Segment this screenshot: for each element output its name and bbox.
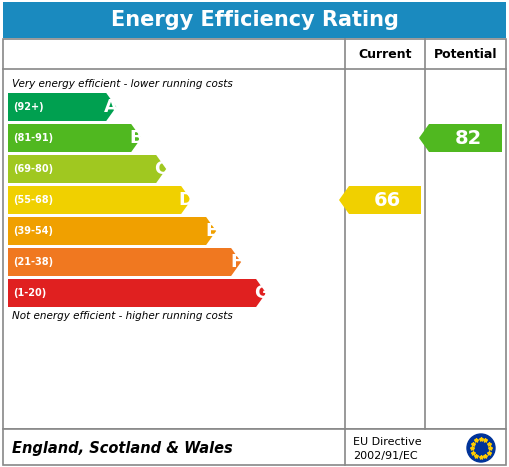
Text: (1-20): (1-20) — [13, 288, 46, 298]
Bar — [3, 2, 506, 38]
Text: D: D — [179, 191, 193, 209]
Text: (55-68): (55-68) — [13, 195, 53, 205]
Text: Energy Efficiency Rating: Energy Efficiency Rating — [110, 10, 399, 30]
Text: 2002/91/EC: 2002/91/EC — [353, 451, 417, 460]
Text: 66: 66 — [374, 191, 401, 210]
Polygon shape — [8, 155, 166, 183]
Polygon shape — [8, 93, 116, 121]
Polygon shape — [8, 248, 241, 276]
Polygon shape — [8, 279, 266, 307]
Text: 82: 82 — [455, 128, 482, 148]
Text: (81-91): (81-91) — [13, 133, 53, 143]
Text: (21-38): (21-38) — [13, 257, 53, 267]
Text: (39-54): (39-54) — [13, 226, 53, 236]
Bar — [3, 429, 506, 465]
Text: (92+): (92+) — [13, 102, 44, 112]
Text: G: G — [253, 284, 269, 302]
Text: C: C — [155, 160, 168, 178]
Text: A: A — [104, 98, 118, 116]
Circle shape — [467, 434, 495, 462]
Polygon shape — [339, 186, 421, 214]
Text: Potential: Potential — [434, 48, 497, 61]
Text: EU Directive: EU Directive — [353, 437, 421, 447]
Text: B: B — [129, 129, 143, 147]
Polygon shape — [419, 124, 502, 152]
Polygon shape — [8, 124, 141, 152]
Text: (69-80): (69-80) — [13, 164, 53, 174]
Text: Not energy efficient - higher running costs: Not energy efficient - higher running co… — [12, 311, 233, 321]
Text: F: F — [230, 253, 242, 271]
Bar — [3, 39, 506, 429]
Text: Current: Current — [358, 48, 412, 61]
Polygon shape — [8, 186, 191, 214]
Polygon shape — [8, 217, 216, 245]
Text: England, Scotland & Wales: England, Scotland & Wales — [12, 440, 233, 455]
Text: E: E — [205, 222, 217, 240]
Text: Very energy efficient - lower running costs: Very energy efficient - lower running co… — [12, 79, 233, 89]
